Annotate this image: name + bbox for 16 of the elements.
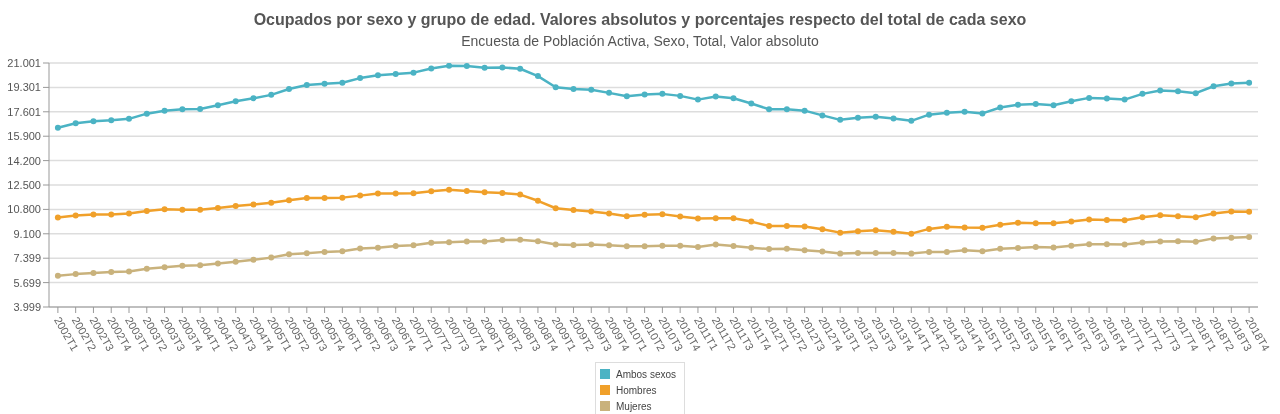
- y-tick-label: 9.100: [13, 227, 41, 240]
- y-tick-label: 15.900: [7, 130, 41, 143]
- y-tick-label: 12.500: [7, 178, 41, 191]
- y-tick-label: 19.301: [7, 81, 41, 94]
- y-tick-label: 14.200: [7, 154, 41, 167]
- legend-label: Mujeres: [615, 400, 652, 412]
- legend-label: Hombres: [615, 384, 657, 396]
- legend-label: Ambos sexos: [615, 368, 677, 380]
- y-tick-label: 10.800: [7, 203, 41, 216]
- chart-subtitle: Encuesta de Población Activa, Sexo, Total, Valor absoluto: [460, 33, 820, 49]
- y-tick-label: 7.399: [13, 252, 41, 265]
- y-tick-label: 3.999: [13, 300, 41, 313]
- y-tick-label: 17.601: [7, 105, 41, 118]
- chart-title: Ocupados por sexo y grupo de edad. Valores absolutos y porcentajes respecto del total de cada sexo: [252, 11, 1028, 29]
- y-tick-label: 21.001: [7, 56, 41, 69]
- y-tick-label: 5.699: [13, 276, 41, 289]
